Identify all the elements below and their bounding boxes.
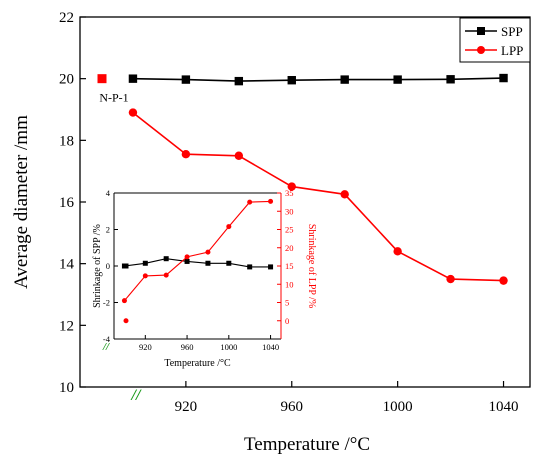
inset-data-point-SPP [163,256,169,262]
data-point-LPP [234,151,244,160]
inset-x-tick-label: 960 [181,342,194,352]
axis-break-mark: // [131,387,142,404]
inset-data-point-SPP [205,260,211,266]
reference-point-label: N-P-1 [99,91,128,105]
data-point-SPP [287,76,296,85]
inset-y2-tick-label: 15 [285,261,294,271]
y-tick-label: 20 [59,72,74,88]
legend-marker-SPP [477,27,485,35]
data-point-SPP [181,75,191,84]
inset-data-point-LPP [184,254,190,260]
data-point-LPP [340,190,349,199]
series-line-SPP [132,77,504,82]
inset-x-tick-label: 1000 [220,342,237,352]
y-tick-label: 14 [59,257,75,273]
legend-marker-LPP [477,46,485,54]
inset-data-point-SPP [142,260,148,266]
inset-data-point-SPP [184,258,190,264]
inset-y-tick-label: -2 [103,298,110,308]
y-tick-label: 12 [59,318,74,334]
inset-y2-tick-label: 35 [285,188,294,198]
inset-data-point-LPP [163,272,169,278]
legend: SPP LPP [459,17,531,63]
data-point-LPP [499,276,508,285]
inset-x-axis-title: Temperature /°C [164,358,231,369]
series-line-LPP [132,111,504,282]
inset-x-tick-label: 1040 [262,342,279,352]
inset-data-point-SPP [121,263,127,269]
y-tick-label: 10 [59,380,74,396]
inset-data-point-LPP [121,298,127,304]
inset-y2-tick-label: 5 [285,298,289,308]
y-axis-title: Average diameter /mm [11,115,32,289]
inset-data-point-LPP [226,224,232,230]
x-tick-label: 1040 [489,399,519,415]
y-tick-label: 18 [59,133,74,149]
y-tick-label: 16 [59,195,75,211]
data-point-SPP [234,76,244,86]
inset-x-tick-label: 920 [139,342,152,352]
x-tick-label: 920 [175,399,198,415]
data-point-SPP [128,74,138,83]
inset-y2-axis-title: Shrinkage of LPP /% [306,224,317,308]
inset-data-point-SPP [268,264,274,270]
data-point-SPP [499,73,508,83]
data-point-LPP [128,108,138,117]
data-point-LPP [181,150,191,159]
y-tick-label: 22 [59,10,74,26]
inset-series-line-LPP [123,200,271,302]
legend-label-SPP: SPP [501,24,523,39]
inset-y-axis-title: Shrinkage of SPP /% [92,224,103,308]
inset-data-point-LPP [268,198,274,204]
inset-data-point-LPP [142,273,148,279]
inset-y-tick-label: 2 [106,225,110,235]
inset-y2-tick-label: 10 [285,279,294,289]
legend-box [459,17,531,63]
data-point-LPP [446,274,455,284]
inset-series-line-SPP [124,258,271,268]
inset-y-tick-label: -4 [103,334,111,344]
x-axis-title: Temperature /°C [244,434,370,455]
data-point-LPP [287,182,296,191]
data-point-SPP [393,75,402,84]
inset-data-point-LPP [247,199,253,205]
inset-data-point-SPP [226,260,232,266]
inset-reference-marker-LPP [123,318,129,324]
x-tick-label: 960 [281,399,304,415]
inset-chart: -4 -2 0 2 4 0 5 10 15 20 25 30 35 920 960 1000 1040 Tempe… [92,188,317,369]
reference-point-marker [97,74,107,84]
inset-y-tick-label: 0 [106,261,110,271]
inset-y2-tick-label: 0 [285,316,289,326]
inset-y2-tick-label: 25 [285,225,294,235]
inset-y-tick-label: 4 [106,188,111,198]
data-point-SPP [446,75,455,84]
inset-data-point-LPP [205,249,211,255]
data-point-LPP [393,247,402,256]
inset-axis-break-mark: // [102,341,110,353]
inset-data-point-SPP [247,264,253,270]
x-tick-label: 1000 [383,399,413,415]
legend-label-LPP: LPP [501,43,523,58]
inset-background [114,193,281,339]
data-point-SPP [340,75,349,84]
inset-y2-tick-label: 20 [285,243,294,253]
inset-y2-tick-label: 30 [285,206,294,216]
